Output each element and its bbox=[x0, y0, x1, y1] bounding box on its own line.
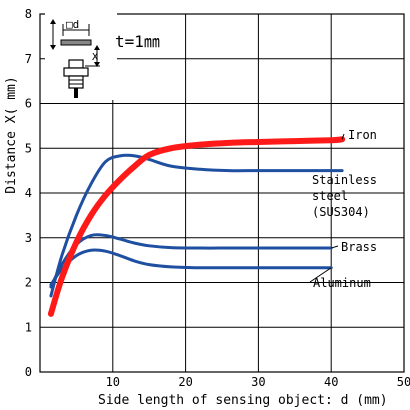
y-tick-label: 0 bbox=[25, 365, 32, 379]
leader-brass bbox=[331, 245, 339, 249]
leader-iron bbox=[341, 133, 345, 140]
series-line-aluminum bbox=[49, 248, 333, 287]
label-brass: Brass bbox=[341, 240, 377, 254]
label-aluminum: Aluminum bbox=[313, 276, 371, 290]
y-tick-label: 2 bbox=[25, 276, 32, 290]
thickness-note: t=1㎜ bbox=[115, 32, 160, 51]
label-iron: Iron bbox=[348, 128, 377, 142]
y-tick-label: 6 bbox=[25, 97, 32, 111]
inset-x-arrow-down bbox=[94, 62, 100, 67]
y-tick-label: 5 bbox=[25, 141, 32, 155]
series-layer bbox=[47, 133, 346, 317]
inset-t-arrow-down bbox=[50, 45, 56, 50]
x-tick-label: 40 bbox=[324, 375, 338, 389]
inset-sensing-object bbox=[60, 39, 92, 46]
label-stainless-line1: Stainless bbox=[312, 173, 377, 187]
inset-sensor-cable bbox=[74, 88, 78, 98]
y-tick-label: 1 bbox=[25, 320, 32, 334]
inset-sensor-diagram: □d X bbox=[45, 12, 117, 100]
inset-sensor-body bbox=[68, 75, 84, 89]
inset-t-arrow-up bbox=[50, 19, 56, 24]
inset-sensor-nut bbox=[63, 67, 89, 77]
y-tick-label: 4 bbox=[25, 186, 32, 200]
inset-x-arrow-up bbox=[94, 45, 100, 50]
x-tick-label: 50 bbox=[397, 375, 410, 389]
y-tick-label: 8 bbox=[25, 7, 32, 21]
inset-d-label: □d bbox=[66, 18, 79, 31]
x-axis-label: Side length of sensing object: d (mm) bbox=[98, 393, 388, 408]
y-axis-label: Distance X( mm) bbox=[4, 76, 19, 193]
x-tick-label: 20 bbox=[178, 375, 192, 389]
y-tick-label: 3 bbox=[25, 231, 32, 245]
label-stainless-line3: (SUS304) bbox=[312, 205, 370, 219]
x-tick-label: 30 bbox=[251, 375, 265, 389]
leader-aluminum bbox=[309, 267, 332, 283]
series-line-iron bbox=[47, 136, 346, 317]
label-stainless-line2: steel bbox=[312, 189, 348, 203]
inset-x-label: X bbox=[92, 52, 98, 63]
y-tick-label: 7 bbox=[25, 52, 32, 66]
inset-sensor-head bbox=[68, 59, 84, 69]
series-line-brass bbox=[49, 233, 333, 289]
series-line-stainless-steel-sus304 bbox=[49, 153, 344, 298]
tick-layer: 0 1 2 3 4 5 6 7 8 10 20 30 40 50 bbox=[25, 7, 410, 389]
x-tick-label: 10 bbox=[106, 375, 120, 389]
